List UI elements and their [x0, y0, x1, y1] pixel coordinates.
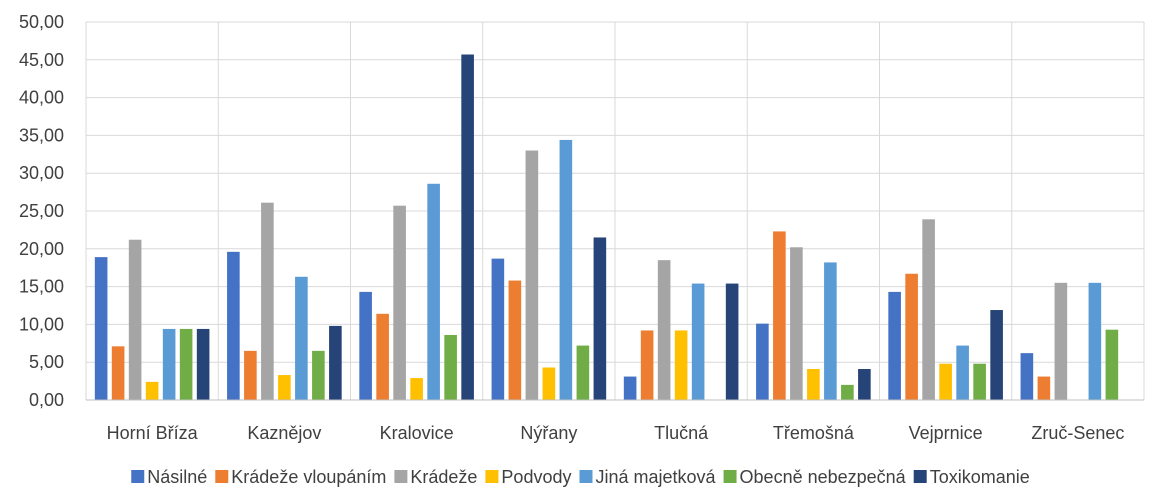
- bar: [329, 325, 342, 400]
- x-tick-label: Tlučná: [654, 423, 709, 443]
- bar: [756, 323, 769, 400]
- bar: [657, 260, 671, 400]
- bar: [427, 183, 440, 400]
- bar: [1054, 282, 1068, 400]
- bar: [128, 239, 142, 400]
- bar: [94, 257, 108, 400]
- bar: [593, 237, 607, 400]
- bar: [824, 262, 837, 400]
- bar: [725, 283, 739, 400]
- bar: [111, 346, 125, 400]
- bar: [244, 350, 257, 400]
- bar: [508, 280, 522, 400]
- x-tick-label: Kralovice: [380, 423, 454, 443]
- bar: [410, 378, 423, 400]
- x-tick-label: Zruč-Senec: [1031, 423, 1124, 443]
- bar: [888, 291, 901, 400]
- gridlines: [85, 21, 1145, 401]
- legend-swatch: [723, 470, 737, 483]
- bar: [376, 313, 389, 400]
- legend-label: Obecně nebezpečná: [740, 467, 907, 487]
- bar: [295, 276, 308, 400]
- legend-swatch: [485, 470, 499, 483]
- bar: [807, 369, 820, 400]
- bar: [525, 150, 539, 400]
- legend-label: Podvody: [501, 467, 571, 487]
- x-tick-label: Horní Bříza: [107, 423, 199, 443]
- bar: [691, 283, 705, 400]
- bar: [773, 231, 786, 400]
- legend-swatch: [913, 470, 927, 483]
- bar: [542, 367, 556, 400]
- bar: [559, 139, 573, 400]
- y-tick-label: 30,00: [19, 163, 64, 183]
- bar: [1105, 329, 1119, 400]
- bar: [1088, 282, 1102, 400]
- bar: [990, 310, 1003, 400]
- bar: [261, 202, 274, 400]
- y-tick-label: 45,00: [19, 50, 64, 70]
- bar: [922, 219, 935, 400]
- legend-swatch: [215, 470, 229, 483]
- bar: [674, 330, 688, 400]
- bar: [623, 376, 637, 400]
- bar: [956, 345, 969, 400]
- legend-label: Násilné: [147, 467, 207, 487]
- bar: [278, 375, 291, 400]
- legend-label: Krádeže vloupáním: [231, 467, 386, 487]
- y-tick-label: 35,00: [19, 125, 64, 145]
- legend-label: Krádeže: [410, 467, 477, 487]
- legend-label: Jiná majetková: [595, 467, 716, 487]
- bar: [162, 328, 176, 400]
- bar: [790, 247, 803, 400]
- y-tick-label: 40,00: [19, 88, 64, 108]
- y-tick-label: 25,00: [19, 201, 64, 221]
- x-tick-label: Nýřany: [520, 423, 577, 443]
- legend-label: Toxikomanie: [930, 467, 1030, 487]
- y-tick-label: 20,00: [19, 239, 64, 259]
- y-tick-label: 10,00: [19, 314, 64, 334]
- bar: [179, 328, 193, 400]
- bar: [312, 350, 325, 400]
- legend-swatch: [394, 470, 408, 483]
- bar: [444, 334, 457, 400]
- bar: [858, 369, 871, 400]
- bar: [905, 273, 918, 400]
- bar: [1037, 376, 1051, 400]
- y-tick-label: 0,00: [29, 390, 64, 410]
- x-tick-label: Kaznějov: [247, 423, 321, 443]
- bar: [1020, 353, 1034, 400]
- y-tick-label: 5,00: [29, 352, 64, 372]
- bar: [227, 251, 240, 400]
- y-axis: 0,00 5,00 10,00 15,00 20,00 25,00 30,00 35,00 40…: [19, 12, 64, 410]
- x-axis: Horní Bříza Kaznějov Kralovice Nýřany Tlučná…: [86, 399, 1144, 443]
- y-tick-label: 15,00: [19, 277, 64, 297]
- legend-swatch: [131, 470, 145, 483]
- bar: [491, 258, 505, 400]
- bar: [461, 54, 474, 401]
- bar: [576, 345, 590, 400]
- bars: [94, 54, 1119, 401]
- x-tick-label: Vejprnice: [909, 423, 983, 443]
- bar: [359, 291, 372, 400]
- x-tick-label: Třemošná: [773, 423, 855, 443]
- bar: [640, 330, 654, 400]
- bar: [145, 381, 159, 400]
- legend-swatch: [579, 470, 593, 483]
- y-tick-label: 50,00: [19, 12, 64, 32]
- bar: [841, 384, 854, 400]
- bar: [196, 328, 210, 400]
- bar: [393, 205, 406, 400]
- legend: Násilné Krádeže vloupáním Krádeže Podvody Ji…: [131, 467, 1030, 487]
- bar: [973, 363, 986, 400]
- bar: [939, 363, 952, 400]
